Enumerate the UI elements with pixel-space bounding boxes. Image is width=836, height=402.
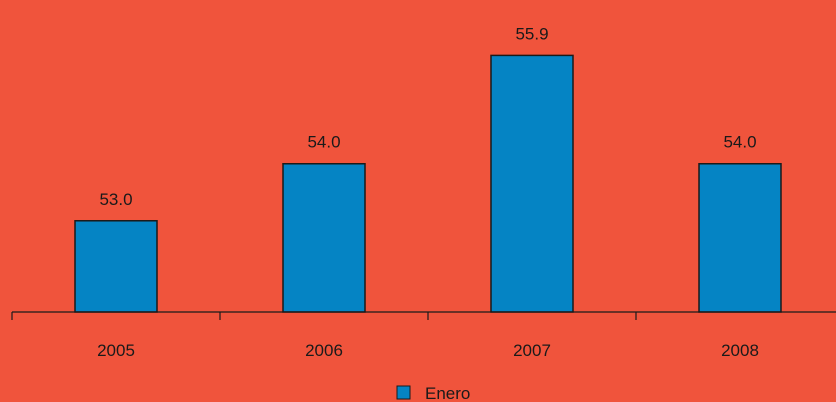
data-labels-group: 53.0 54.0 55.9 54.0 bbox=[99, 24, 756, 208]
bar-2007 bbox=[490, 54, 574, 313]
x-axis-ticks-group bbox=[11, 312, 637, 320]
data-label-2007: 55.9 bbox=[515, 24, 548, 43]
legend: Enero bbox=[396, 384, 470, 402]
x-axis-tick-labels-group: 2005 2006 2007 2008 bbox=[97, 341, 759, 360]
bars-group bbox=[74, 54, 782, 313]
bar-2005 bbox=[74, 220, 158, 313]
bar-2008 bbox=[698, 162, 782, 313]
legend-label-enero: Enero bbox=[425, 384, 470, 402]
data-label-2006: 54.0 bbox=[307, 133, 340, 152]
legend-swatch-enero bbox=[396, 385, 411, 400]
bar-2006 bbox=[282, 162, 366, 313]
x-tick-label-2006: 2006 bbox=[305, 341, 343, 360]
x-tick-label-2007: 2007 bbox=[513, 341, 551, 360]
x-tick-label-2008: 2008 bbox=[721, 341, 759, 360]
data-label-2008: 54.0 bbox=[723, 133, 756, 152]
data-label-2005: 53.0 bbox=[99, 190, 132, 209]
x-tick-label-2005: 2005 bbox=[97, 341, 135, 360]
